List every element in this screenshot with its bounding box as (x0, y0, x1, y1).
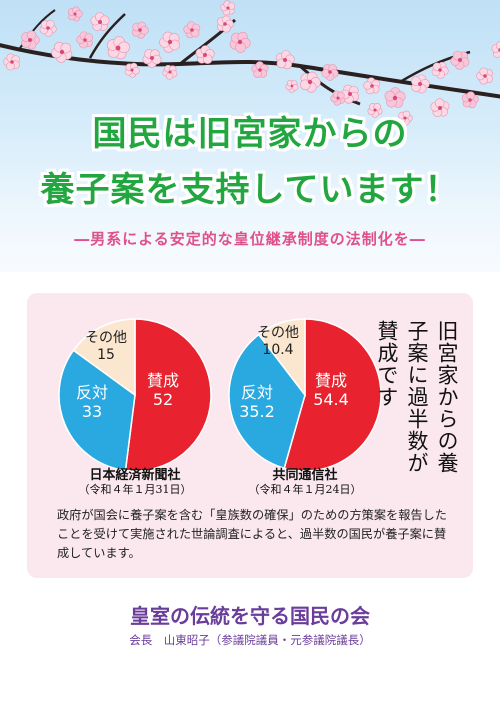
blossom-icon (21, 30, 40, 50)
blossom-icon (39, 19, 57, 37)
kyodo-other-label: その他 10.4 (257, 325, 299, 358)
headline-line-2: 養子案を支持しています！ (40, 170, 460, 210)
blossom-icon (299, 71, 321, 93)
blossom-icon (285, 79, 299, 93)
pie-slice-support (283, 318, 382, 472)
kyodo-source: 共同通信社 (272, 468, 338, 483)
pie-slice-other (72, 318, 136, 397)
pie-slice-support (124, 318, 212, 472)
blossom-icon (330, 90, 346, 106)
blossom-icon (321, 64, 339, 81)
kyodo-oppose-label: 反対 35.2 (239, 383, 275, 421)
hero-banner: 国民は旧宮家からの 養子案を支持しています！ ―男系による安定的な皇位継承制度の… (0, 0, 500, 272)
kyodo-pie-chart (228, 318, 382, 472)
blossom-icon (76, 31, 93, 49)
nikkei-pie-chart (58, 318, 212, 472)
blossom-icon (142, 49, 162, 68)
nikkei-source: 日本経済新聞社 (89, 468, 181, 483)
blossom-icon (217, 15, 234, 33)
headline-line-1: 国民は旧宮家からの (92, 114, 408, 154)
blossom-icon (411, 74, 430, 94)
blossom-icon (67, 6, 83, 22)
survey-description: 政府が国会に養子案を含む「皇族数の確保」のための方策案を報告したことを受けて実施… (57, 508, 447, 560)
nikkei-other-label: その他 15 (85, 330, 127, 363)
kyodo-support-label: 賛成 54.4 (313, 371, 349, 409)
subtitle: ―男系による安定的な皇位継承制度の法制化を― (74, 230, 426, 248)
blossom-icon (367, 103, 383, 118)
blossom-icon (461, 91, 479, 109)
blossom-icon (251, 61, 269, 78)
blossom-icon (90, 12, 110, 31)
blossom-icon (162, 64, 178, 80)
blossom-icon (431, 61, 449, 79)
blossom-icon (220, 0, 236, 16)
blossom-icon (476, 67, 493, 85)
nikkei-date: （令和４年１月31日） (78, 483, 192, 496)
cherry-blossom-branch-icon (0, 0, 500, 126)
president-name: 会長 山東昭子（参議院議員・元参議院議長） (129, 633, 371, 647)
blossom-icon (430, 98, 450, 117)
organization-name: 皇室の伝統を守る国民の会 (130, 604, 370, 628)
blossom-icon (3, 53, 20, 71)
blossom-icon (397, 110, 413, 126)
blossom-icon (159, 31, 180, 53)
pie-slice-oppose (228, 333, 306, 470)
blossom-icon (384, 87, 406, 108)
blossom-icon (131, 21, 149, 39)
vertical-message: 旧宮家からの養子案に過半数が賛成です (375, 320, 459, 474)
blossom-icon (106, 36, 130, 60)
pie-slice-oppose (58, 349, 136, 472)
blossom-icon (229, 31, 251, 53)
blossom-icon (195, 45, 215, 64)
blossom-icon (275, 50, 295, 70)
nikkei-oppose-label: 反対 33 (75, 383, 108, 421)
blossom-icon (124, 62, 140, 78)
blossom-icon (450, 50, 470, 70)
blossom-icon (183, 21, 201, 39)
kyodo-date: （令和４年１月24日） (248, 483, 362, 496)
blossom-icon (363, 77, 381, 95)
blossom-icon (491, 41, 500, 58)
blossom-icon (51, 41, 73, 63)
pie-slice-other (257, 318, 306, 398)
nikkei-support-label: 賛成 52 (146, 371, 179, 409)
